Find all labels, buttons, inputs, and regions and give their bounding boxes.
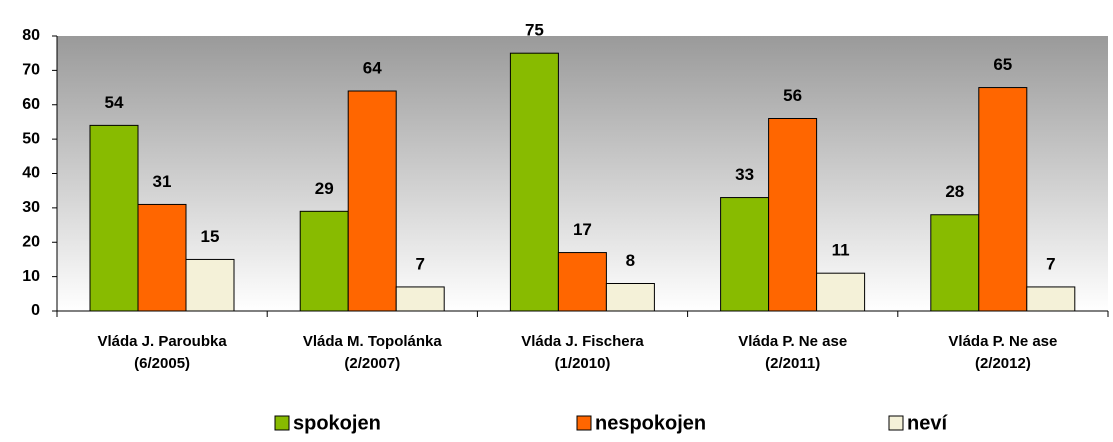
value-label: 15 bbox=[201, 227, 220, 246]
legend-swatch bbox=[274, 415, 290, 431]
legend-label: spokojen bbox=[293, 412, 381, 434]
value-label: 28 bbox=[945, 182, 964, 201]
y-tick-label: 30 bbox=[22, 199, 40, 216]
x-tick-label: Vláda J. Fischera bbox=[521, 333, 644, 350]
x-tick-label: (2/2012) bbox=[975, 355, 1031, 372]
value-label: 17 bbox=[573, 220, 592, 239]
bar bbox=[1026, 286, 1076, 312]
y-tick-label: 50 bbox=[22, 130, 40, 147]
y-tick-label: 80 bbox=[22, 27, 40, 44]
x-tick-label: (6/2005) bbox=[134, 355, 190, 372]
bar bbox=[185, 258, 235, 312]
value-label: 75 bbox=[525, 21, 544, 40]
bar bbox=[605, 283, 655, 312]
value-label: 7 bbox=[415, 254, 424, 273]
x-tick-label: Vláda J. Paroubka bbox=[97, 333, 227, 350]
value-label: 31 bbox=[153, 172, 172, 191]
legend-label: neví bbox=[907, 412, 948, 434]
y-tick-label: 60 bbox=[22, 96, 40, 113]
bar bbox=[299, 210, 349, 312]
y-tick-label: 0 bbox=[31, 302, 40, 319]
bar bbox=[557, 252, 607, 312]
bar bbox=[768, 118, 818, 312]
value-label: 8 bbox=[626, 251, 635, 270]
value-label: 7 bbox=[1046, 254, 1055, 273]
legend-label: nespokojen bbox=[595, 412, 706, 434]
value-label: 11 bbox=[832, 241, 850, 260]
bar bbox=[978, 87, 1028, 312]
value-label: 64 bbox=[363, 58, 382, 77]
bar bbox=[509, 52, 559, 312]
x-tick-label: (2/2011) bbox=[765, 355, 820, 372]
value-label: 54 bbox=[105, 93, 124, 112]
bar bbox=[816, 272, 866, 312]
y-tick-label: 10 bbox=[22, 268, 40, 285]
bar bbox=[89, 124, 139, 312]
x-tick-label: (2/2007) bbox=[344, 355, 400, 372]
bar bbox=[395, 286, 445, 312]
value-label: 33 bbox=[735, 165, 754, 184]
legend-swatch bbox=[576, 415, 592, 431]
x-tick-label: Vláda P. Ne ase bbox=[948, 333, 1057, 350]
bar bbox=[347, 90, 397, 312]
y-tick-label: 70 bbox=[22, 62, 40, 79]
x-tick-label: Vláda P. Ne ase bbox=[738, 333, 847, 350]
y-tick-label: 20 bbox=[22, 233, 40, 250]
value-label: 56 bbox=[783, 86, 802, 105]
x-tick-label: (1/2010) bbox=[555, 355, 611, 372]
value-label: 65 bbox=[993, 55, 1012, 74]
bar bbox=[930, 214, 980, 312]
legend-swatch bbox=[888, 415, 904, 431]
y-tick-label: 40 bbox=[22, 165, 40, 182]
value-label: 29 bbox=[315, 179, 334, 198]
bar bbox=[137, 203, 187, 312]
bar bbox=[720, 197, 770, 312]
x-tick-label: Vláda M. Topolánka bbox=[303, 333, 443, 350]
